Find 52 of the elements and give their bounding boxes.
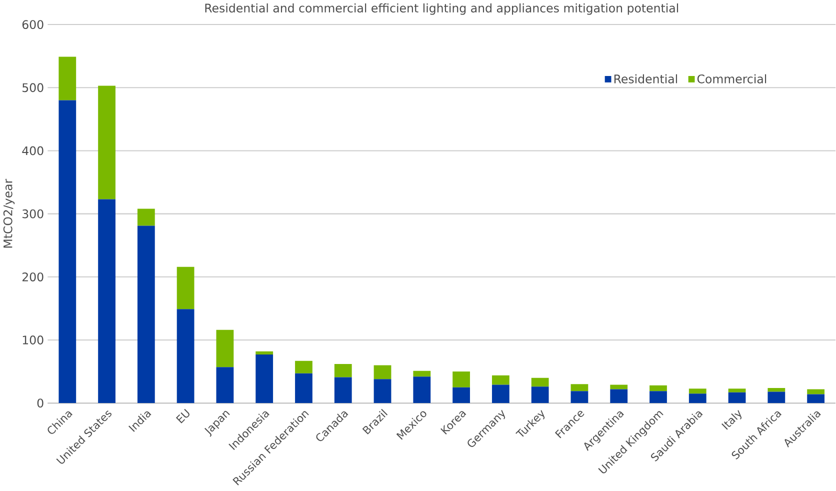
legend-label: Residential <box>614 74 678 84</box>
bar <box>570 391 588 404</box>
bar <box>58 56 76 100</box>
bar <box>295 360 312 374</box>
legend-label: Commercial <box>697 74 766 84</box>
y-axis-title: MtCO2/year <box>3 178 15 248</box>
bar <box>216 330 234 368</box>
bar <box>688 394 706 404</box>
bar <box>98 199 116 404</box>
y-tick-label: 300 <box>22 209 44 218</box>
bar <box>137 208 155 226</box>
bar <box>492 384 510 404</box>
y-tick-label: 200 <box>22 272 44 282</box>
bar <box>256 351 274 355</box>
bar <box>492 375 510 385</box>
y-tick-label: 500 <box>22 83 44 92</box>
bar <box>610 384 628 390</box>
bar <box>334 377 352 404</box>
bar <box>610 389 628 404</box>
bar <box>650 391 667 404</box>
bar <box>807 394 824 404</box>
bar <box>295 373 312 404</box>
y-tick-label: 400 <box>22 146 44 156</box>
bar <box>413 376 431 404</box>
bar <box>176 266 194 310</box>
bar <box>374 379 392 404</box>
bar <box>413 370 431 377</box>
bar <box>137 226 155 404</box>
bar <box>768 388 786 392</box>
bar <box>334 364 352 378</box>
bar <box>688 388 706 394</box>
bar <box>452 387 470 404</box>
bar <box>531 378 549 387</box>
bar <box>531 386 549 404</box>
bar <box>452 372 470 388</box>
bar <box>216 367 234 404</box>
bar <box>570 384 588 392</box>
bar <box>728 388 746 392</box>
y-tick-label: 100 <box>22 336 44 344</box>
bar <box>768 392 786 404</box>
y-tick-label: 0 <box>37 398 44 408</box>
x-tick-label: EU <box>176 408 190 424</box>
bar <box>58 100 76 404</box>
bar <box>650 385 667 392</box>
bar <box>807 389 824 394</box>
bar <box>728 392 746 404</box>
bar <box>176 309 194 404</box>
bar <box>98 86 116 200</box>
chart-title: Residential and commercial efficient lighting and appliances mitigation potential <box>205 3 678 15</box>
bar <box>256 354 274 404</box>
y-tick-label: 600 <box>22 20 44 29</box>
bar <box>374 365 392 380</box>
